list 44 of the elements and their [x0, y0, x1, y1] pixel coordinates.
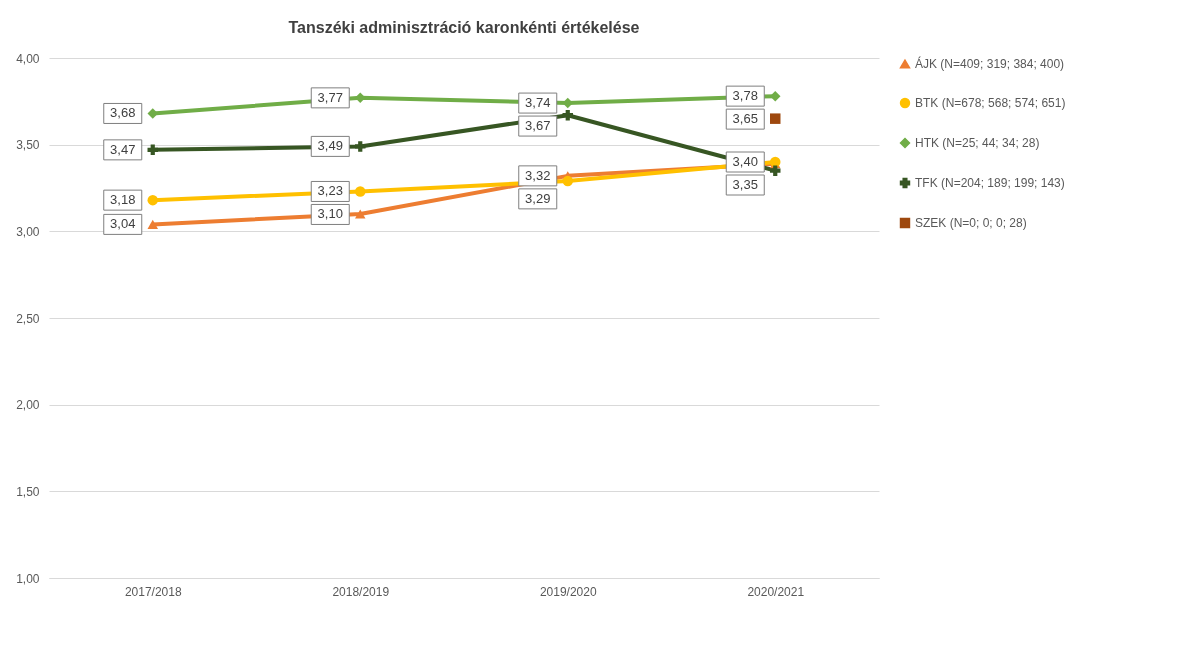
data-label: 3,18	[110, 192, 136, 208]
data-label: 3,40	[732, 154, 758, 169]
x-tick-label: 2020/2021	[747, 584, 805, 599]
data-label: 3,29	[525, 190, 551, 206]
point	[770, 90, 781, 102]
x-tick-label: 2019/2020	[539, 584, 597, 599]
data-label: 3,65	[732, 111, 758, 127]
chart-title: Tanszéki adminisztráció karonkénti értékelése	[288, 19, 640, 36]
y-tick-label: 1,00	[16, 571, 40, 586]
data-label: 3,67	[525, 118, 551, 134]
x-tick-label: 2017/2018	[124, 584, 182, 599]
data-label: 3,04	[110, 216, 136, 232]
data-label: 3,74	[525, 95, 551, 111]
data-label: 3,35	[732, 177, 758, 192]
y-tick-label: 3,00	[16, 224, 40, 239]
legend-label: HTK (N=25; 44; 34; 28)	[915, 136, 1040, 150]
data-label: 3,68	[110, 105, 136, 121]
point	[355, 141, 366, 152]
data-label: 3,78	[732, 88, 758, 104]
y-tick-label: 1,50	[16, 484, 40, 499]
legend-label: BTK (N=678; 568; 574; 651)	[915, 96, 1066, 110]
legend-label: TFK (N=204; 189; 199; 143)	[915, 176, 1065, 190]
point	[355, 186, 366, 197]
point	[562, 109, 573, 121]
data-label: 3,23	[317, 183, 343, 199]
data-label: 3,77	[317, 89, 343, 105]
y-tick-label: 4,00	[16, 51, 40, 66]
data-label: 3,49	[317, 138, 343, 154]
point	[770, 165, 781, 176]
point	[147, 108, 158, 119]
y-tick-label: 2,50	[16, 311, 40, 326]
x-tick-label: 2018/2019	[332, 584, 390, 599]
point	[147, 144, 158, 156]
y-tick-label: 2,00	[16, 398, 40, 413]
y-tick-label: 3,50	[16, 138, 40, 153]
legend-label: SZEK (N=0; 0; 0; 28)	[915, 216, 1027, 230]
data-label: 3,47	[110, 141, 136, 157]
point	[147, 194, 158, 206]
data-label: 3,10	[317, 206, 343, 222]
data-label: 3,32	[525, 167, 551, 183]
legend-label: ÁJK (N=409; 319; 384; 400)	[915, 56, 1065, 71]
point	[355, 209, 366, 219]
point	[562, 175, 573, 187]
point	[147, 219, 158, 229]
